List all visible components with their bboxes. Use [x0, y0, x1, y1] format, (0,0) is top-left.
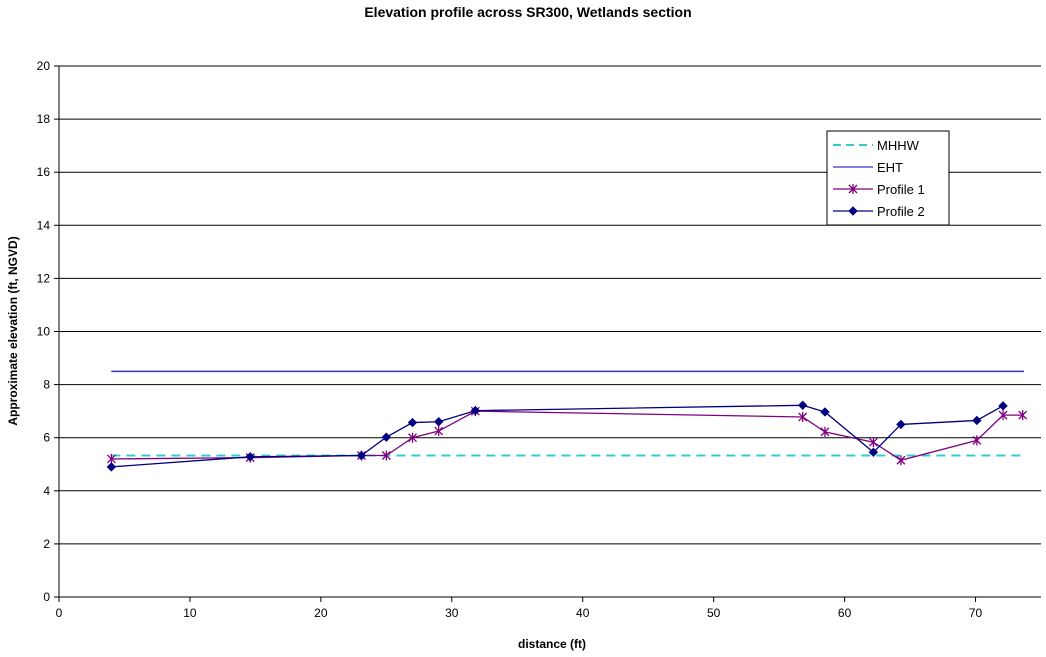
legend-label-mhhw: MHHW — [877, 138, 920, 153]
legend-entry-mhhw: MHHW — [833, 138, 920, 153]
data-point-profile-2 — [972, 415, 982, 426]
legend-label-profile-2: Profile 2 — [877, 204, 925, 219]
y-tick-label: 6 — [43, 431, 50, 445]
grid — [59, 65, 1041, 545]
series-profile-2 — [106, 400, 1008, 472]
series-line-profile-2 — [111, 404, 1004, 468]
x-tick-label: 30 — [445, 606, 459, 620]
data-point-profile-2 — [797, 400, 808, 411]
x-tick-label: 0 — [56, 606, 63, 620]
legend-marker-profile-2 — [848, 206, 858, 216]
y-tick-label: 20 — [37, 59, 51, 73]
data-point-profile-2 — [356, 450, 367, 461]
legend-marker-profile-1 — [848, 184, 858, 194]
x-axis-label: distance (ft) — [518, 637, 586, 651]
y-tick-label: 12 — [37, 271, 51, 285]
data-point-profile-1 — [896, 455, 906, 466]
data-point-profile-2 — [868, 447, 879, 458]
data-point-profile-2 — [407, 417, 418, 428]
y-tick-label: 8 — [43, 378, 50, 392]
legend-label-eht: EHT — [877, 160, 903, 175]
axes — [54, 65, 1041, 602]
legend-entry-eht: EHT — [833, 160, 903, 175]
legend-box — [826, 130, 950, 226]
y-tick-label: 2 — [43, 537, 50, 551]
y-tick-label: 4 — [43, 484, 50, 498]
tick-labels: 0 2 4 6 8 10 12 14 16 18 20 0 10 20 30 40 50 60 70 — [37, 59, 983, 620]
legend: MHHW EHT Profile 1 Profile 2 — [826, 130, 950, 226]
x-tick-label: 40 — [576, 606, 590, 620]
data-point-profile-2 — [106, 462, 117, 472]
series-layer — [106, 370, 1028, 472]
data-point-profile-1 — [798, 411, 808, 422]
x-tick-label: 70 — [969, 606, 983, 620]
data-point-profile-2 — [820, 407, 830, 417]
data-point-profile-2 — [433, 417, 444, 427]
y-tick-label: 16 — [37, 165, 51, 179]
data-point-profile-1 — [381, 450, 391, 461]
y-tick-label: 10 — [37, 325, 51, 339]
data-point-profile-2 — [998, 401, 1008, 411]
legend-entry-profile-2: Profile 2 — [833, 204, 925, 219]
data-point-profile-2 — [896, 419, 906, 430]
series-line-profile-1 — [111, 410, 1023, 461]
data-point-profile-1 — [972, 435, 982, 446]
y-tick-label: 18 — [37, 112, 51, 126]
data-point-profile-2 — [381, 432, 392, 442]
data-point-profile-1 — [434, 426, 444, 437]
x-tick-label: 60 — [838, 606, 852, 620]
data-point-profile-2 — [470, 405, 481, 416]
x-tick-label: 20 — [314, 606, 328, 620]
x-tick-label: 10 — [183, 606, 197, 620]
chart-title: Elevation profile across SR300, Wetlands… — [364, 4, 691, 20]
data-point-profile-1 — [408, 432, 417, 443]
data-point-profile-1 — [868, 437, 878, 448]
y-tick-label: 0 — [43, 590, 50, 604]
data-point-profile-1 — [998, 410, 1008, 421]
y-axis-label: Approximate elevation (ft, NGVD) — [6, 236, 20, 425]
x-tick-label: 50 — [707, 606, 721, 620]
legend-label-profile-1: Profile 1 — [877, 182, 925, 197]
y-tick-label: 14 — [37, 218, 51, 232]
data-point-profile-1 — [1018, 410, 1028, 421]
data-point-profile-2 — [245, 452, 255, 462]
data-point-profile-1 — [820, 426, 830, 437]
legend-entry-profile-1: Profile 1 — [833, 182, 925, 197]
